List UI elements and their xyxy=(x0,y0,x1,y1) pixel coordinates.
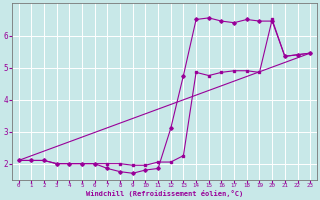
X-axis label: Windchill (Refroidissement éolien,°C): Windchill (Refroidissement éolien,°C) xyxy=(86,190,243,197)
